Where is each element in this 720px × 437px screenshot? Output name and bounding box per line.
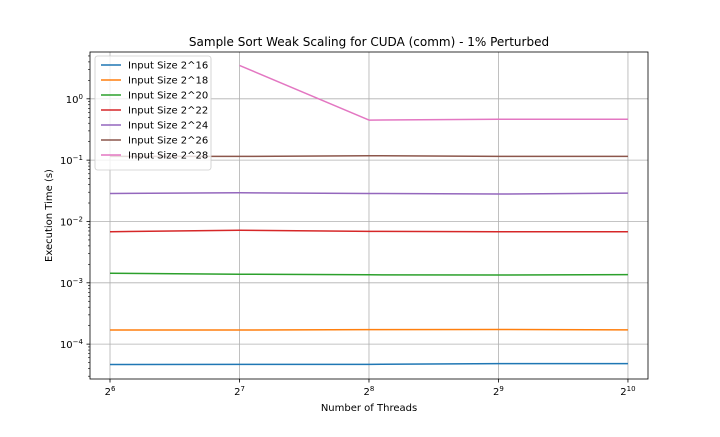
chart-title: Sample Sort Weak Scaling for CUDA (comm)… <box>189 35 549 49</box>
legend-label: Input Size 2^16 <box>128 61 208 72</box>
legend-label: Input Size 2^18 <box>128 76 208 87</box>
x-axis-label: Number of Threads <box>321 403 417 414</box>
series-line <box>110 364 628 365</box>
legend-label: Input Size 2^28 <box>128 151 208 162</box>
legend-label: Input Size 2^26 <box>128 136 208 147</box>
legend-label: Input Size 2^22 <box>128 106 208 117</box>
legend: Input Size 2^16 Input Size 2^18 Input Size… <box>95 56 211 170</box>
legend-label: Input Size 2^20 <box>128 91 208 102</box>
y-axis-label: Execution Time (s) <box>44 169 55 262</box>
legend-label: Input Size 2^24 <box>128 121 208 132</box>
